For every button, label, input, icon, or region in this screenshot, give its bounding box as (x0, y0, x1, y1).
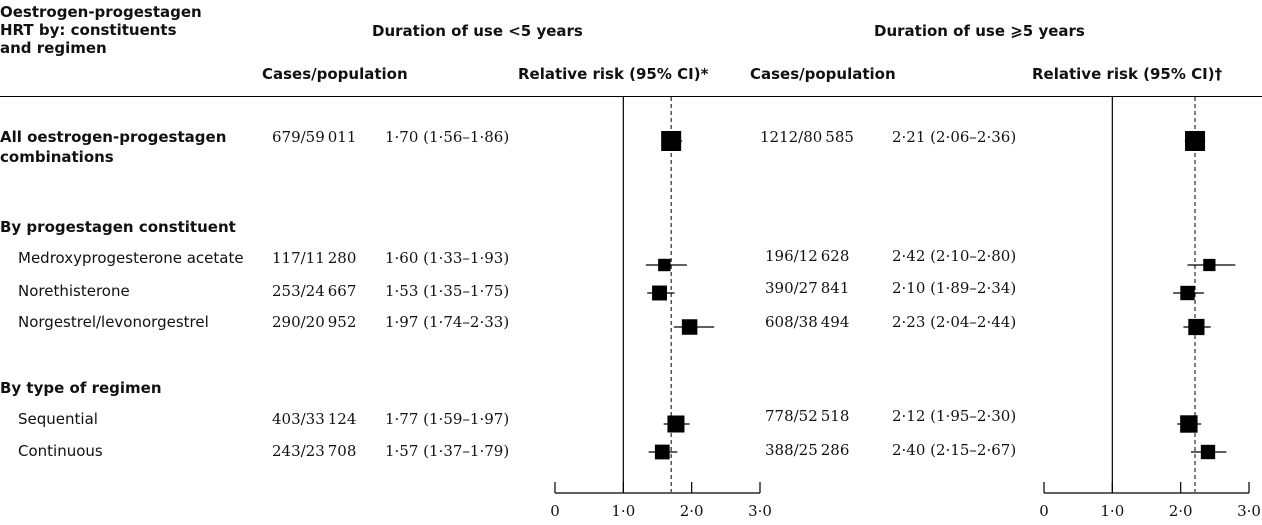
rr-marker-ge5 (1203, 258, 1216, 272)
rr-marker-lt5 (661, 131, 682, 151)
x-tick-label-ge5: 0 (1039, 502, 1049, 520)
rr-cell: 2·23 (2·04–2·44) (892, 313, 1017, 331)
rr-marker-ge5 (1188, 318, 1205, 336)
row-label: All oestrogen-progestagen (0, 128, 227, 146)
column-label-line3: and regimen (0, 39, 107, 57)
rr-cell: 1·53 (1·35–1·75) (385, 282, 510, 300)
rr-cell: 1·57 (1·37–1·79) (385, 442, 510, 460)
cases-header-1: Cases/population (262, 65, 408, 83)
rr-marker-lt5 (667, 415, 685, 433)
cases-header-2: Cases/population (750, 65, 896, 83)
cases-cell: 117/11 280 (272, 249, 357, 267)
group2-title: Duration of use ⩾5 years (874, 22, 1085, 40)
rr-cell: 1·70 (1·56–1·86) (385, 128, 510, 146)
cases-cell: 253/24 667 (272, 282, 357, 300)
column-label-line2: HRT by: constituents (0, 21, 177, 39)
row-label: Medroxyprogesterone acetate (18, 249, 244, 267)
cases-cell: 608/38 494 (765, 313, 850, 331)
row-label: Sequential (18, 410, 98, 428)
x-tick-label-ge5: 1·0 (1100, 502, 1124, 520)
rr-cell: 2·12 (1·95–2·30) (892, 407, 1017, 425)
rr-marker-ge5 (1185, 131, 1206, 151)
rr-marker-lt5 (681, 319, 698, 335)
cases-cell: 778/52 518 (765, 407, 850, 425)
row-label: Continuous (18, 442, 103, 460)
cases-cell: 243/23 708 (272, 442, 357, 460)
rr-cell: 2·21 (2·06–2·36) (892, 128, 1017, 146)
rr-marker-ge5 (1180, 285, 1195, 301)
x-tick-label-ge5: 3·0 (1237, 502, 1261, 520)
rr-header-1: Relative risk (95% CI)* (518, 65, 709, 83)
cases-cell: 390/27 841 (765, 279, 850, 297)
row-label-cont: combinations (0, 148, 114, 166)
rr-cell: 1·97 (1·74–2·33) (385, 313, 510, 331)
rr-cell: 1·60 (1·33–1·93) (385, 249, 510, 267)
x-tick-label-ge5: 2·0 (1169, 502, 1193, 520)
rr-marker-ge5 (1200, 444, 1216, 460)
header-rule (0, 96, 1262, 97)
x-tick-label-lt5: 3·0 (748, 502, 772, 520)
rr-cell: 1·77 (1·59–1·97) (385, 410, 510, 428)
column-label-line1: Oestrogen-progestagen (0, 3, 202, 21)
cases-cell: 679/59 011 (272, 128, 357, 146)
cases-cell: 388/25 286 (765, 441, 850, 459)
section-heading-regimen: By type of regimen (0, 379, 162, 397)
cases-cell: 1212/80 585 (760, 128, 854, 146)
section-heading-progestagen: By progestagen constituent (0, 218, 236, 236)
cases-cell: 196/12 628 (765, 247, 850, 265)
rr-cell: 2·40 (2·15–2·67) (892, 441, 1017, 459)
row-label: Norethisterone (18, 282, 130, 300)
cases-cell: 290/20 952 (272, 313, 357, 331)
rr-cell: 2·42 (2·10–2·80) (892, 247, 1017, 265)
rr-marker-lt5 (654, 444, 670, 460)
x-tick-label-lt5: 1·0 (611, 502, 635, 520)
cases-cell: 403/33 124 (272, 410, 357, 428)
rr-marker-lt5 (658, 258, 671, 272)
x-tick-label-lt5: 0 (550, 502, 560, 520)
rr-header-2: Relative risk (95% CI)† (1032, 65, 1223, 83)
row-label: Norgestrel/levonorgestrel (18, 313, 209, 331)
group1-title: Duration of use <5 years (372, 22, 583, 40)
x-tick-label-lt5: 2·0 (680, 502, 704, 520)
rr-marker-lt5 (652, 285, 668, 301)
rr-cell: 2·10 (1·89–2·34) (892, 279, 1017, 297)
rr-marker-ge5 (1180, 415, 1198, 433)
